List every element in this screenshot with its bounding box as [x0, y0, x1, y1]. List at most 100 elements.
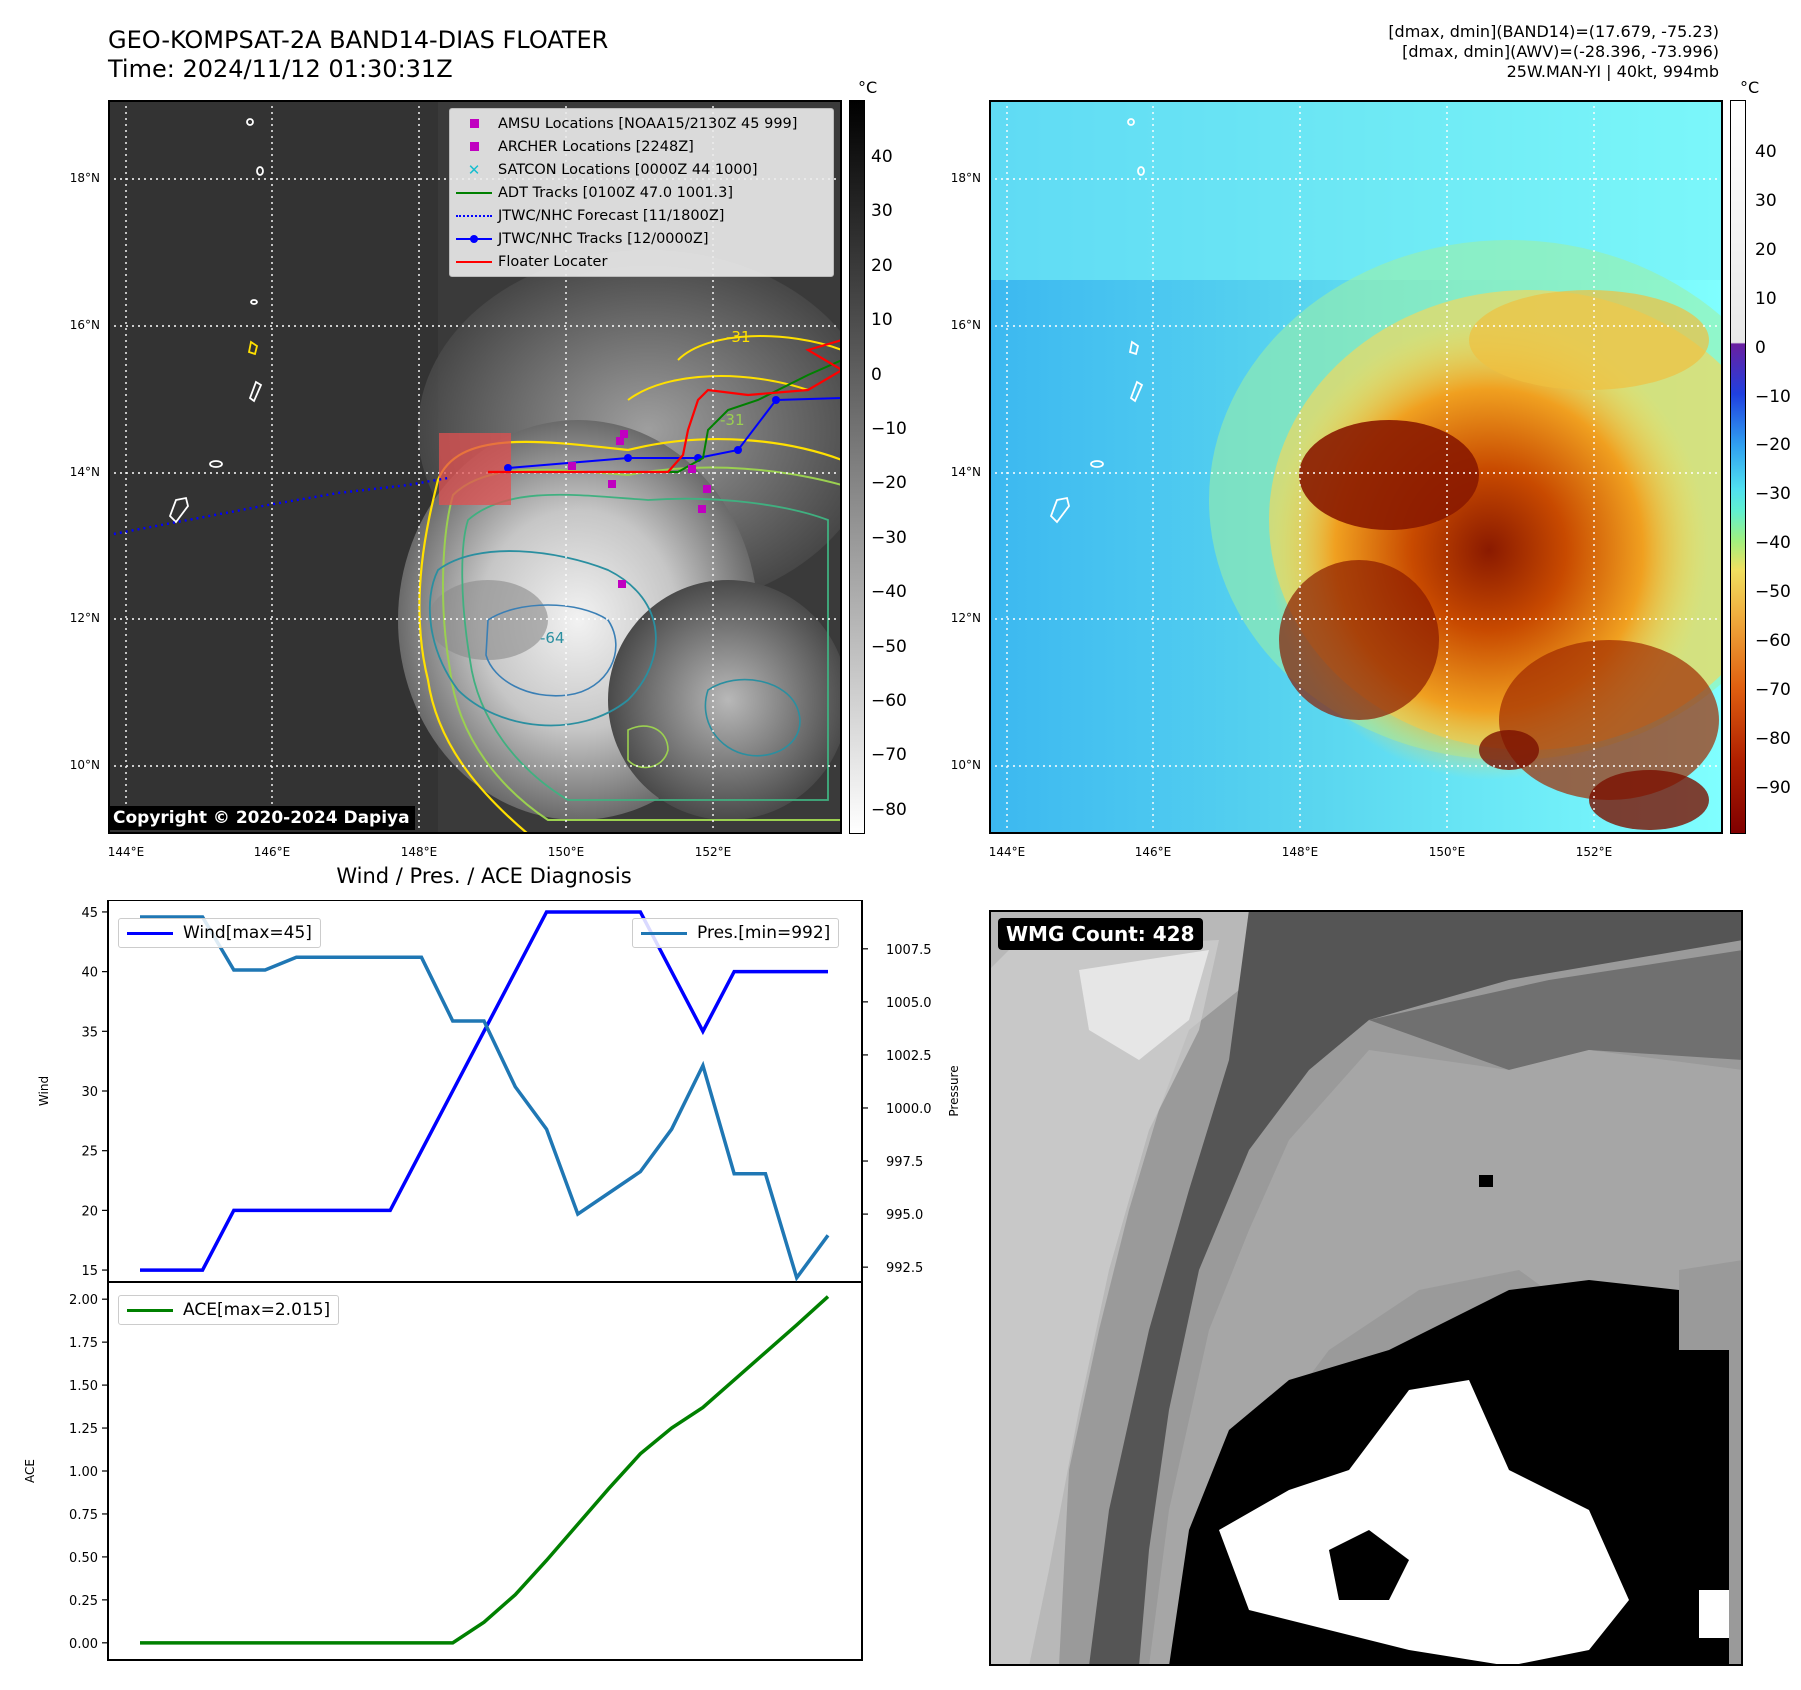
wind-y-tick-label: 40 [81, 966, 98, 981]
colorbar-tick-label: −40 [871, 582, 907, 603]
square-marker-icon [469, 119, 479, 128]
colorbar-right [1730, 100, 1746, 834]
ace-frame [107, 1281, 863, 1661]
colorbar-tick-label: −10 [1755, 386, 1791, 407]
colorbar-tick-label: −60 [1755, 631, 1791, 651]
pressure-y-tick-label: 992.5 [886, 1261, 923, 1276]
lon-tick-label: 146°E [253, 845, 291, 859]
colorbar-tick-label: −90 [1755, 777, 1791, 798]
pressure-y-tick-label: 1000.0 [886, 1102, 932, 1117]
colorbar-tick-label: 30 [1755, 190, 1777, 211]
pressure-axis-label: Pressure [947, 1065, 961, 1116]
lon-tick-label: 150°E [1428, 845, 1466, 859]
lat-tick-label: 18°N [950, 171, 981, 185]
wind-legend-label: Wind[max=45] [183, 923, 312, 943]
line-dot-icon [456, 234, 492, 243]
ace-axis-label: ACE [23, 1459, 37, 1483]
colorbar-tick-label: 0 [871, 364, 882, 385]
ace-series-line [140, 1295, 830, 1645]
contour-label-1: -64 [540, 629, 565, 647]
colorbar-tick-label: −50 [1755, 582, 1791, 603]
lat-tick-label: 10°N [950, 758, 981, 772]
colorbar-tick-label: 10 [871, 310, 893, 331]
ace-y-tick-label: 0.00 [69, 1637, 98, 1652]
lat-tick-label: 14°N [950, 465, 981, 479]
colorbar-tick-label: −80 [871, 799, 907, 820]
wind-legend-line-icon [127, 931, 173, 935]
contour-label-2: -31 [726, 328, 751, 346]
legend-satcon: ✕ SATCON Locations [0000Z 44 1000] [467, 160, 758, 179]
wind-axis-label: Wind [37, 1076, 51, 1106]
square-marker-icon [469, 142, 479, 151]
ace-y-tick-label: 2.00 [69, 1293, 98, 1308]
colorbar-tick-label: 20 [1755, 239, 1777, 260]
pressure-y-tick-label: 997.5 [886, 1155, 923, 1170]
wind-y-tick-label: 35 [81, 1025, 98, 1040]
pressure-y-tick-label: 1002.5 [886, 1049, 932, 1064]
legend-jtwc-tracks: JTWC/NHC Tracks [12/0000Z] [450, 227, 833, 250]
lon-tick-label: 152°E [694, 845, 732, 859]
colorbar-tick-label: −30 [871, 527, 907, 548]
colorbar-tick-label: −70 [871, 745, 907, 766]
legend-floater: Floater Locater [450, 250, 833, 273]
pressure-y-tick-label: 1007.5 [886, 943, 932, 958]
legend-forecast: JTWC/NHC Forecast [11/1800Z] [450, 204, 833, 227]
legend-adt: ADT Tracks [0100Z 47.0 1001.3] [450, 181, 833, 204]
colorbar-tick-label: 40 [871, 147, 893, 167]
lon-tick-label: 152°E [1575, 845, 1613, 859]
ace-y-tick-label: 1.75 [69, 1336, 98, 1351]
colorbar-tick-label: 0 [1755, 337, 1766, 358]
lat-tick-label: 16°N [69, 318, 100, 332]
colorbar-tick-label: 10 [1755, 288, 1777, 309]
colorbar-tick-label: −40 [1755, 533, 1791, 554]
lon-tick-label: 148°E [1281, 845, 1319, 859]
lat-tick-label: 14°N [69, 465, 100, 479]
wind-y-tick-label: 25 [81, 1145, 98, 1160]
legend-amsu: AMSU Locations [NOAA15/2130Z 45 999] [450, 112, 833, 135]
wmg-map [989, 910, 1743, 1666]
ace-y-tick-label: 1.25 [69, 1422, 98, 1437]
awv-map [989, 100, 1723, 834]
colorbar-left [849, 100, 865, 834]
colorbar-tick-label: 40 [1755, 142, 1777, 162]
ace-y-tick-label: 1.50 [69, 1379, 98, 1394]
lon-tick-label: 144°E [988, 845, 1026, 859]
ace-legend: ACE[max=2.015] [118, 1295, 340, 1325]
ace-y-tick-label: 1.00 [69, 1465, 98, 1480]
x-marker-icon: ✕ [467, 160, 481, 179]
ace-y-tick-label: 0.25 [69, 1594, 98, 1609]
colorbar-tick-label: −70 [1755, 679, 1791, 700]
lon-tick-label: 150°E [547, 845, 585, 859]
wind-y-tick-label: 45 [81, 906, 98, 921]
pressure-legend-line-icon [641, 931, 687, 935]
ace-y-tick-label: 0.50 [69, 1551, 98, 1566]
wind-pressure-frame [107, 900, 863, 1283]
legend-archer: ARCHER Locations [2248Z] [450, 135, 833, 158]
storm-summary: 25W.MAN-YI | 40kt, 994mb [1506, 62, 1719, 81]
awv-range: [dmax, dmin](AWV)=(-28.396, -73.996) [1402, 42, 1719, 61]
pressure-y-tick-label: 1005.0 [886, 996, 932, 1011]
band14-range: [dmax, dmin](BAND14)=(17.679, -75.23) [1388, 22, 1719, 41]
pressure-series-line [140, 915, 830, 1282]
lat-tick-label: 18°N [69, 171, 100, 185]
wind-y-tick-label: 30 [81, 1085, 98, 1100]
wind-legend: Wind[max=45] [118, 918, 321, 948]
colorbar-left-unit: °C [858, 78, 878, 97]
storm-info: [dmax, dmin](BAND14)=(17.679, -75.23) [d… [1388, 22, 1719, 82]
wind-y-tick-label: 20 [81, 1204, 98, 1219]
colorbar-right-unit: °C [1740, 78, 1760, 97]
title-line-1: GEO-KOMPSAT-2A BAND14-DIAS FLOATER [108, 26, 609, 54]
track-legend: AMSU Locations [NOAA15/2130Z 45 999] ARC… [449, 108, 834, 277]
colorbar-tick-label: 20 [871, 255, 893, 276]
lat-tick-label: 16°N [950, 318, 981, 332]
colorbar-tick-label: −80 [1755, 728, 1791, 749]
lon-tick-label: 144°E [107, 845, 145, 859]
line-marker-icon [456, 260, 492, 263]
ace-legend-label: ACE[max=2.015] [183, 1300, 331, 1320]
contour-label-3: -31 [720, 411, 745, 429]
colorbar-tick-label: 30 [871, 201, 893, 222]
copyright-badge: Copyright © 2020-2024 Dapiya [108, 806, 415, 830]
lat-tick-label: 10°N [69, 758, 100, 772]
pressure-legend: Pres.[min=992] [632, 918, 840, 948]
title-line-2: Time: 2024/11/12 01:30:31Z [108, 55, 453, 83]
